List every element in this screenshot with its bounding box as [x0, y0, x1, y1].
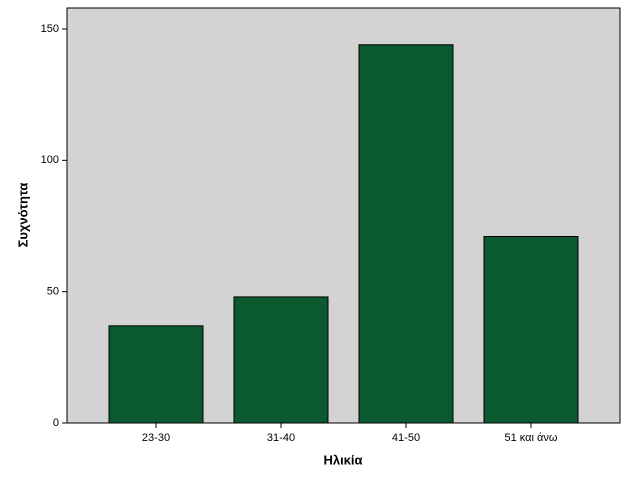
bar	[233, 296, 329, 424]
y-tick-label: 0	[53, 417, 59, 429]
bar	[108, 325, 204, 424]
x-tick-label: 51 και άνω	[505, 432, 558, 444]
bar	[358, 44, 454, 424]
y-axis-title: Συχνότητα	[15, 183, 30, 248]
x-tick-label: 41-50	[392, 432, 420, 444]
bar	[483, 236, 579, 424]
y-tick-label: 50	[47, 286, 59, 298]
y-tick-label: 100	[41, 154, 59, 166]
x-axis-title: Ηλικία	[323, 452, 362, 467]
y-tick-label: 150	[41, 23, 59, 35]
x-tick-label: 23-30	[142, 432, 170, 444]
x-tick-label: 31-40	[267, 432, 295, 444]
